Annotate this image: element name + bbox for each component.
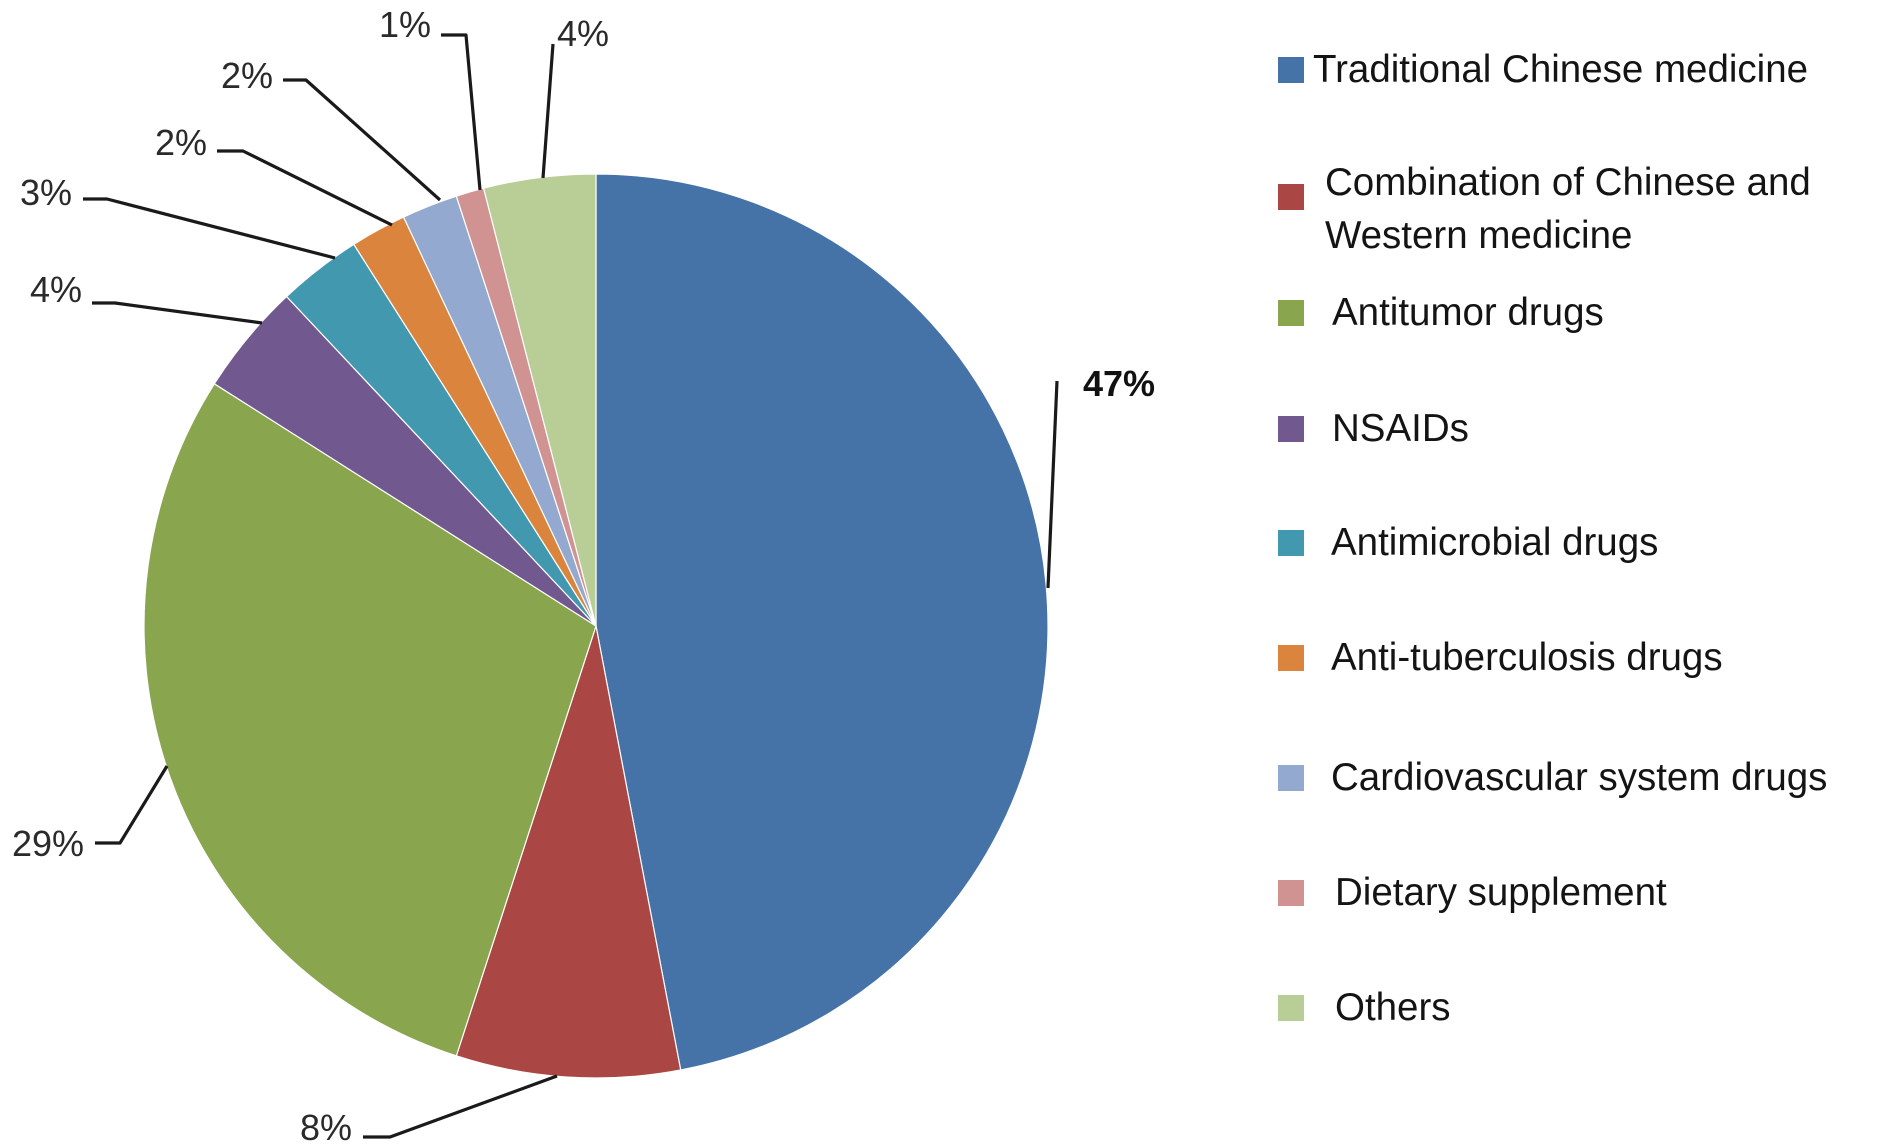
leader-line-combination-of-chinese-and-western-medicine [363,1074,558,1139]
data-label-dietary-supplement: 1% [379,4,431,45]
legend-label: Anti-tuberculosis drugs [1331,636,1723,679]
legend-label: Others [1335,986,1451,1029]
leader-line-traditional-chinese-medicine [1046,380,1059,589]
leader-line-nsaids [92,301,263,325]
pie-slice-traditional-chinese-medicine [595,173,1049,1071]
data-label-cardiovascular-system-drugs: 2% [221,55,273,96]
leader-line-others [541,43,555,179]
legend: Traditional Chinese medicine Combination… [1278,0,1900,1146]
legend-swatch-icon [1278,57,1304,83]
legend-swatch-icon [1278,300,1304,326]
legend-item-traditional-chinese-medicine: Traditional Chinese medicine [1278,48,1808,96]
data-label-antimicrobial-drugs: 3% [20,172,72,213]
legend-label: Cardiovascular system drugs [1331,756,1828,799]
legend-item-nsaids: NSAIDs [1278,407,1469,455]
pie-slice-combination-of-chinese-and-western-medicine [455,625,682,1079]
legend-label: NSAIDs [1332,407,1469,450]
data-label-nsaids: 4% [30,269,82,310]
leader-line-antitumor-drugs [95,765,169,845]
leader-line-anti-tuberculosis-drugs [217,149,393,227]
leader-line-cardiovascular-system-drugs [283,78,442,202]
leader-lines [83,33,1059,1139]
legend-label: Antitumor drugs [1332,291,1604,334]
data-label-traditional-chinese-medicine: 47% [1083,363,1155,404]
data-label-combination-of-chinese-and-western-medicine: 8% [300,1107,352,1146]
legend-item-antitumor-drugs: Antitumor drugs [1278,291,1604,339]
legend-item-others: Others [1278,986,1451,1034]
data-label-antitumor-drugs: 29% [12,823,84,864]
legend-item-antimicrobial-drugs: Antimicrobial drugs [1278,521,1658,569]
pie-slice-antitumor-drugs [143,382,597,1057]
data-label-anti-tuberculosis-drugs: 2% [155,122,207,163]
pie-slice-others [482,173,597,627]
legend-item-dietary-supplement: Dietary supplement [1278,871,1667,919]
legend-label: Dietary supplement [1335,871,1667,914]
pie-slices [143,173,1049,1079]
legend-swatch-icon [1278,530,1304,556]
legend-swatch-icon [1278,765,1304,791]
legend-label: Antimicrobial drugs [1331,521,1659,564]
leader-line-dietary-supplement [441,33,482,191]
legend-item-combination-medicine: Combination of Chinese and Western medic… [1278,161,1811,262]
legend-swatch-icon [1278,184,1304,210]
legend-label: Traditional Chinese medicine [1313,48,1809,91]
legend-item-anti-tuberculosis-drugs: Anti-tuberculosis drugs [1278,636,1723,684]
legend-item-cardiovascular-system-drugs: Cardiovascular system drugs [1278,756,1827,804]
legend-swatch-icon [1278,416,1304,442]
data-label-others: 4% [557,13,609,54]
legend-swatch-icon [1278,645,1304,671]
leader-line-antimicrobial-drugs [83,197,336,260]
legend-swatch-icon [1278,880,1304,906]
legend-swatch-icon [1278,995,1304,1021]
legend-label: Combination of Chinese and Western medic… [1325,161,1811,257]
data-labels: 47% 8% 29% 4% 3% 2% 2% 1% 4% [12,4,1155,1146]
